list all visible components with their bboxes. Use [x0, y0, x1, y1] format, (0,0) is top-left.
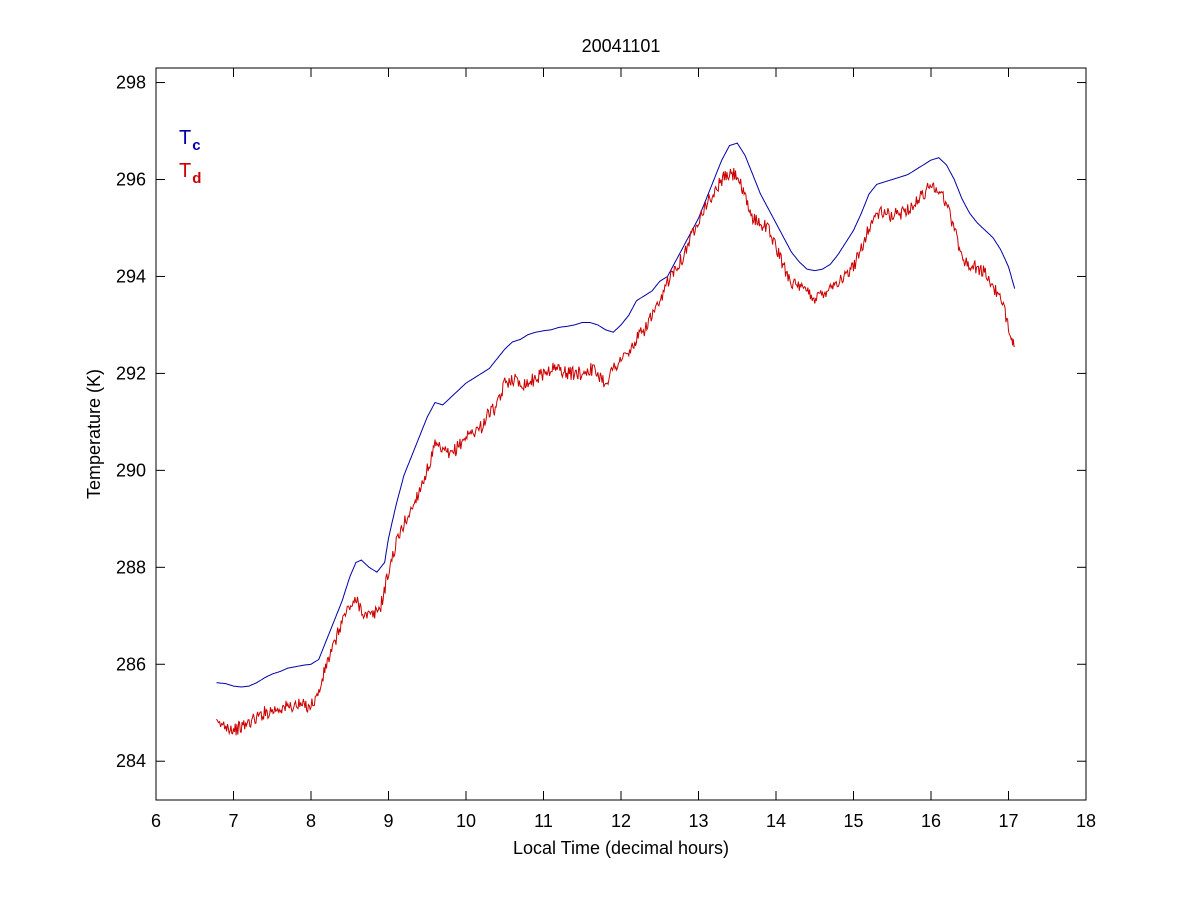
x-tick-label: 8: [306, 811, 316, 831]
legend-entry-subscript: c: [192, 137, 200, 154]
y-tick-label: 294: [116, 266, 146, 286]
x-tick-label: 11: [534, 811, 553, 831]
x-tick-label: 9: [383, 811, 393, 831]
x-tick-label: 7: [228, 811, 238, 831]
legend-entry-main: T: [179, 160, 191, 182]
y-tick-label: 290: [116, 460, 146, 480]
series-line-Td: [216, 167, 1015, 736]
x-tick-label: 16: [921, 811, 941, 831]
legend-entry-main: T: [179, 127, 191, 149]
chart-title: 20041101: [582, 36, 661, 56]
y-tick-label: 296: [116, 169, 146, 189]
x-tick-label: 13: [688, 811, 708, 831]
x-tick-label: 18: [1076, 811, 1096, 831]
series-layer: [216, 142, 1016, 736]
x-tick-label: 14: [766, 811, 786, 831]
series-line-Tc: [216, 142, 1016, 688]
y-tick-label: 286: [116, 654, 146, 674]
x-tick-label: 17: [998, 811, 1018, 831]
plot-area: [155, 67, 1087, 801]
legend-entry-subscript: d: [192, 170, 201, 187]
x-tick-label: 10: [456, 811, 476, 831]
legend-entry: Td: [179, 160, 201, 187]
x-axis-label: Local Time (decimal hours): [513, 838, 729, 858]
x-tick-label: 15: [843, 811, 863, 831]
y-tick-label: 288: [116, 557, 146, 577]
y-axis-label: Temperature (K): [84, 369, 104, 499]
y-tick-label: 284: [116, 751, 146, 771]
x-tick-label: 12: [611, 811, 631, 831]
y-tick-label: 298: [116, 73, 146, 93]
y-tick-label: 292: [116, 363, 146, 383]
x-tick-label: 6: [151, 811, 161, 831]
legend-entry: Tc: [179, 127, 201, 154]
ticks-layer: 6 7 8 9 10 11 12 13 14 15 16 17 18 284 286 288 290 292 294…: [116, 68, 1096, 831]
